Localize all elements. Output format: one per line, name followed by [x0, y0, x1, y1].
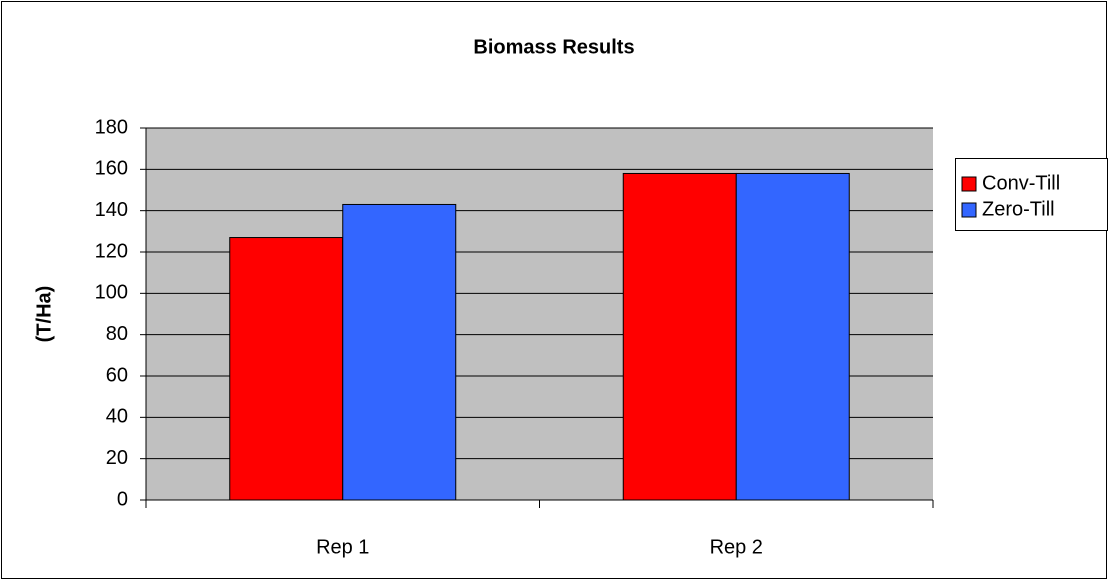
bar	[229, 237, 344, 501]
legend-label: Zero-Till	[982, 198, 1055, 220]
legend-swatch	[961, 176, 977, 192]
legend-swatch	[961, 202, 977, 218]
y-tick-label: 100	[95, 282, 128, 304]
y-tick-label: 120	[95, 240, 128, 262]
y-axis-label: (T/Ha)	[33, 286, 55, 343]
legend-box	[955, 158, 1108, 231]
y-tick-label: 140	[95, 199, 128, 221]
x-tick-label: Rep 1	[316, 536, 369, 558]
y-tick-label: 180	[95, 116, 128, 138]
y-tick-label: 0	[117, 488, 128, 510]
bar	[342, 203, 457, 501]
legend-label: Conv-Till	[982, 172, 1060, 194]
chart-title: Biomass Results	[473, 36, 634, 58]
y-tick-label: 160	[95, 158, 128, 180]
bar	[622, 172, 737, 501]
y-tick-label: 60	[106, 364, 128, 386]
y-tick-label: 80	[106, 323, 128, 345]
y-tick-label: 20	[106, 447, 128, 469]
y-tick-label: 40	[106, 406, 128, 428]
x-tick-label: Rep 2	[710, 536, 763, 558]
bar	[735, 172, 850, 501]
